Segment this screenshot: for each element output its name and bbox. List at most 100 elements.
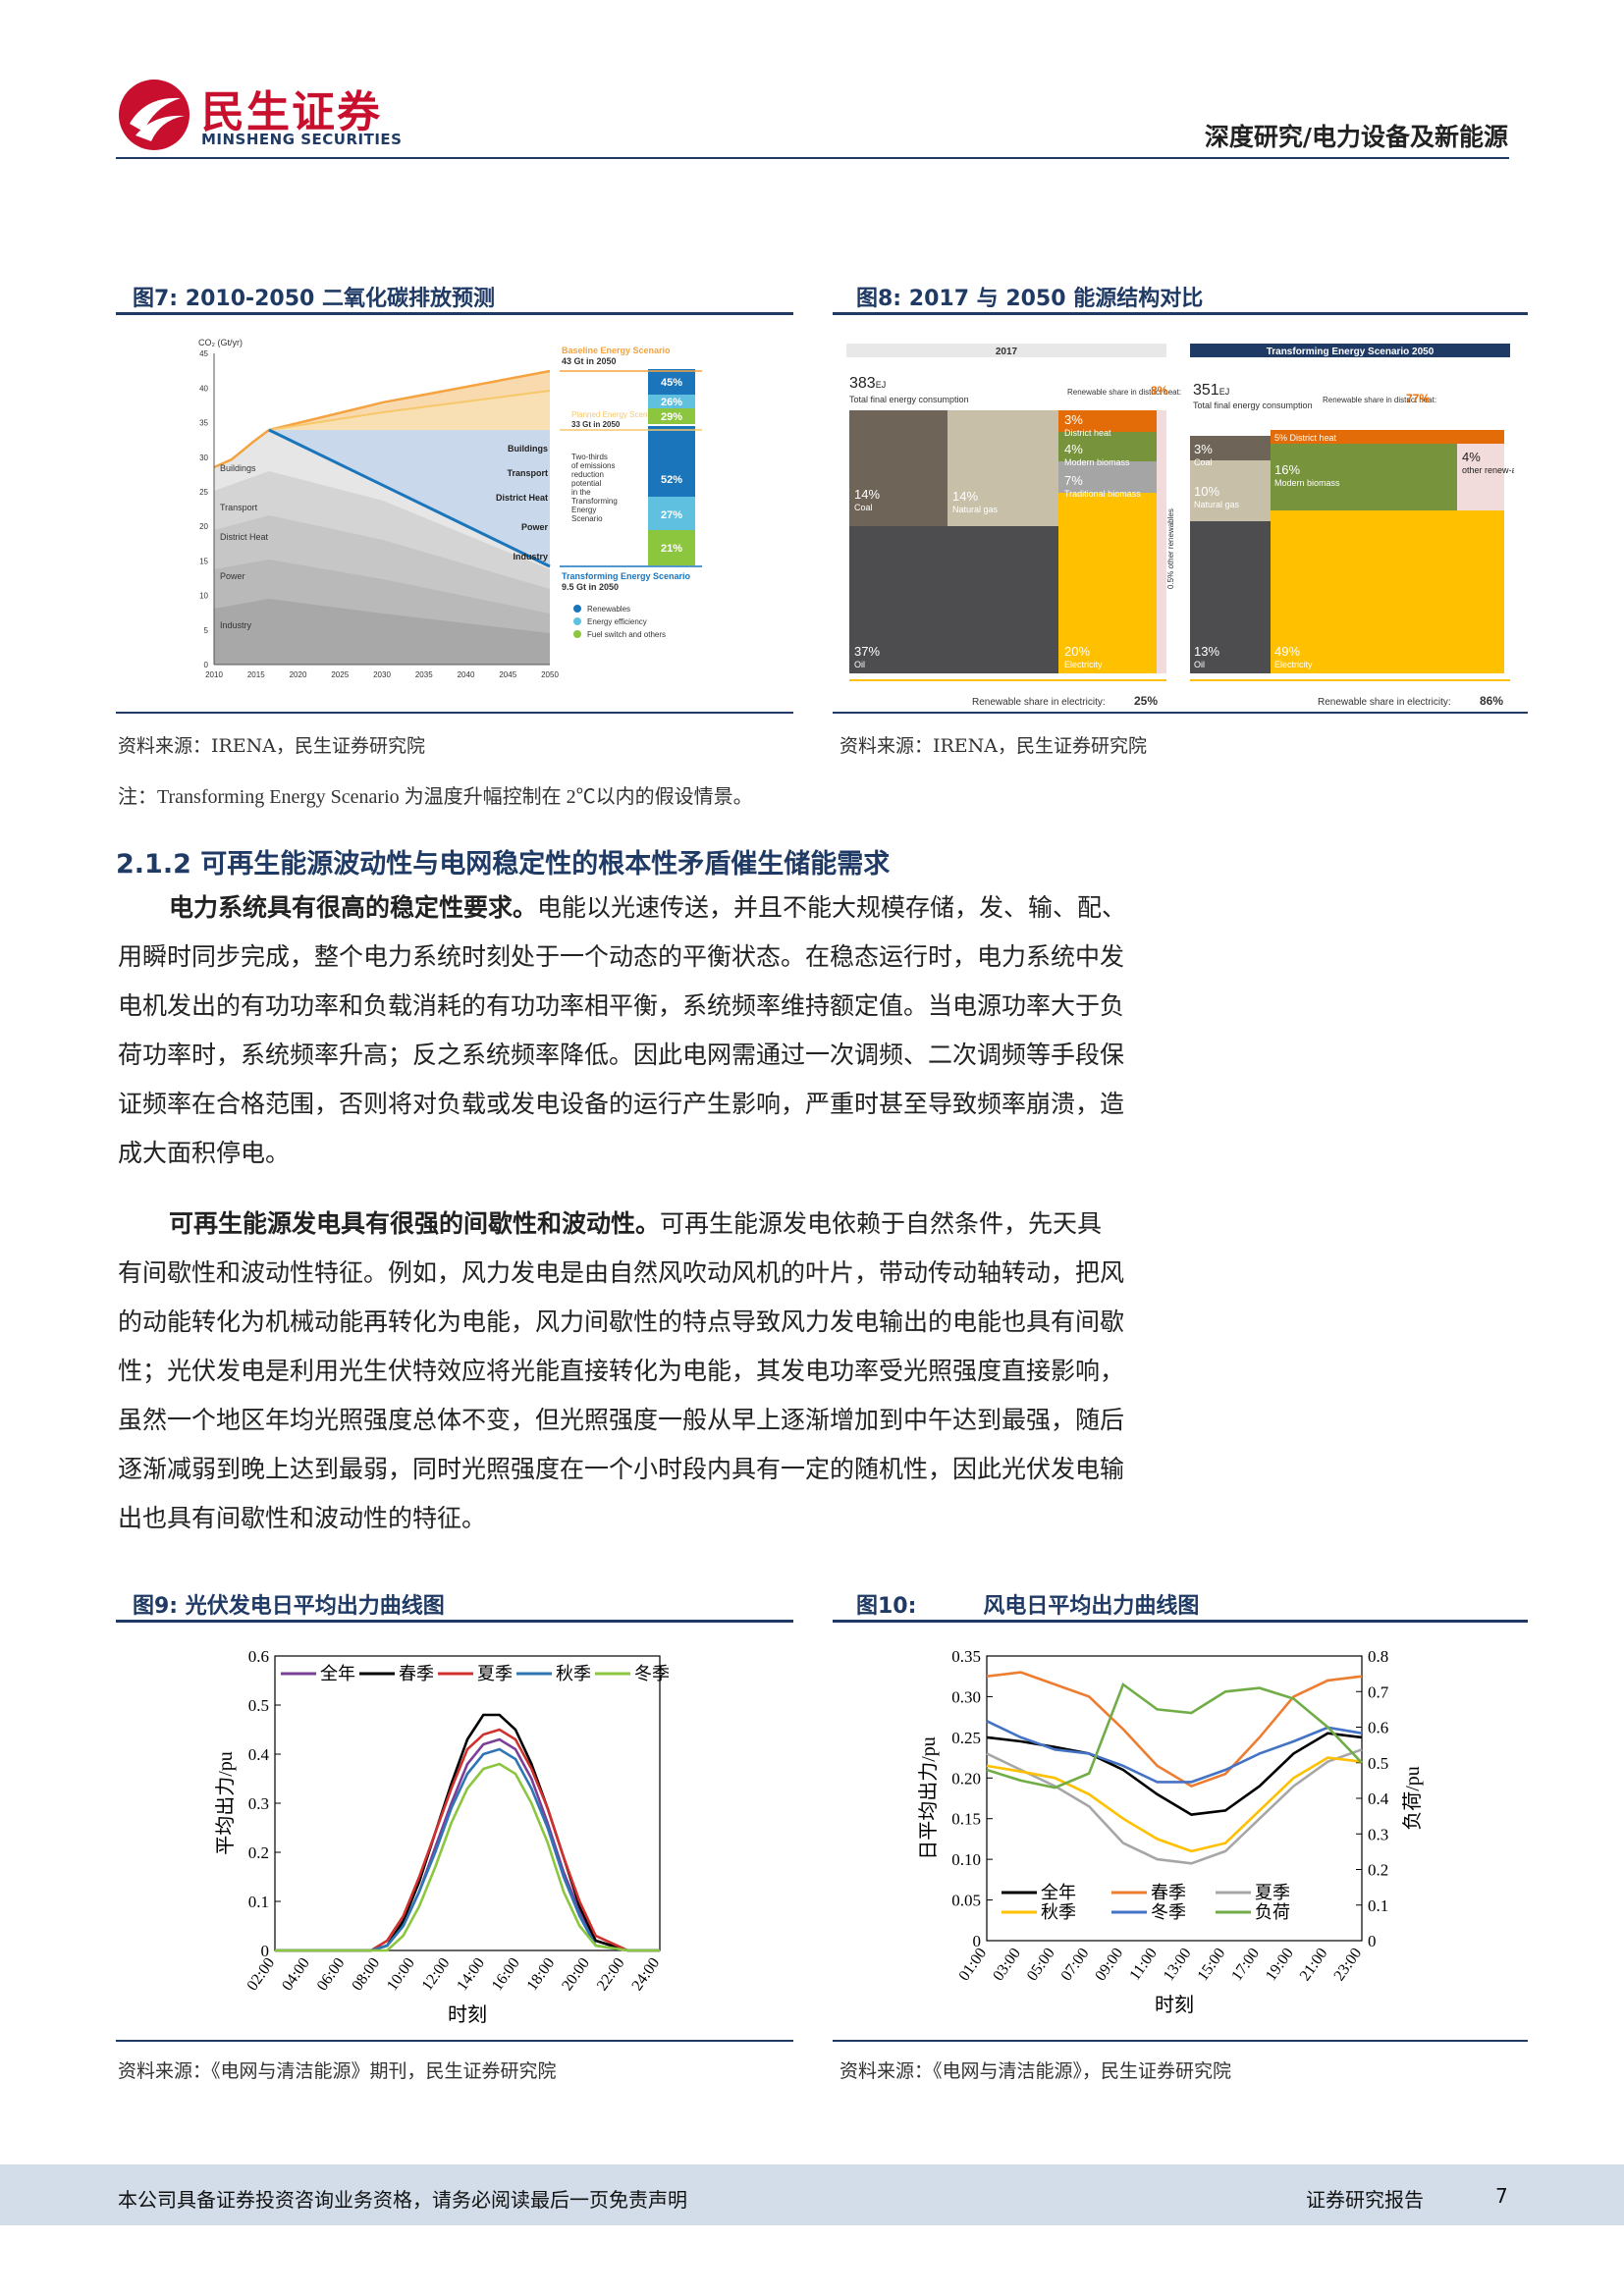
- fig8-left-elec-share-label: Renewable share in electricity:: [972, 697, 1106, 708]
- logo-text-en: MINSHENG SECURITIES: [201, 131, 403, 148]
- fig7-transforming-title: Transforming Energy Scenario: [562, 571, 691, 581]
- fig7-sector-label-right: Transport: [507, 468, 548, 478]
- fig7-note-line: reduction: [571, 470, 604, 479]
- fig8-title-rule: [833, 312, 1528, 315]
- fig7-note-line: Scenario: [571, 514, 603, 523]
- x-tick-label: 24:00: [628, 1955, 663, 1995]
- fig7-note-line: Transforming: [571, 497, 618, 506]
- fig7-baseline-title: Baseline Energy Scenario: [562, 346, 671, 355]
- fig8-left-block-pct: 37%: [854, 644, 880, 659]
- fig8-right-block-name: Modern biomass: [1274, 478, 1340, 488]
- legend-label: 全年: [1041, 1883, 1076, 1902]
- fig7-x-tick: 2020: [290, 670, 307, 679]
- y-tick-label: 0.30: [951, 1687, 981, 1706]
- fig7-bar-pct: 21%: [661, 543, 682, 555]
- series-line-夏季: [986, 1748, 1363, 1865]
- company-logo-icon: [119, 80, 189, 150]
- fig7-y-tick: 10: [199, 592, 208, 601]
- y-tick-label: 0: [261, 1942, 270, 1960]
- fig8-left-district-share-value: 8%: [1151, 384, 1168, 398]
- fig10-title: 图10: 风电日平均出力曲线图: [856, 1594, 1200, 1619]
- fig7-note-line: of emissions: [571, 461, 615, 470]
- y-right-tick-label: 0.6: [1368, 1719, 1388, 1737]
- fig7-x-tick: 2030: [373, 670, 391, 679]
- x-tick-label: 10:00: [384, 1955, 418, 1995]
- fig7-title-rule: [116, 312, 793, 315]
- fig8-right-block-name: Oil: [1194, 660, 1205, 669]
- x-tick-label: 12:00: [419, 1955, 454, 1995]
- fig8-right-district-share-label: Renewable share in district heat:: [1323, 396, 1436, 404]
- fig8-left-block-pct: 4%: [1064, 442, 1083, 456]
- footer-doc-type: 证券研究报告: [1306, 2188, 1424, 2212]
- fig8-right-elec-share-value: 86%: [1480, 694, 1503, 708]
- fig7-y-tick: 35: [199, 419, 208, 428]
- fig7-sector-label-right: District Heat: [496, 493, 548, 503]
- x-axis-label: 时刻: [1155, 1994, 1194, 2016]
- fig8-left-block-name: Natural gas: [952, 505, 999, 514]
- fig8-left-block-pct: 14%: [952, 489, 978, 504]
- legend-label: 冬季: [634, 1664, 670, 1683]
- y-tick-label: 0.5: [248, 1696, 269, 1715]
- logo-text-cn: 民生证券: [201, 87, 382, 137]
- fig7-bar-pct: 29%: [661, 411, 682, 423]
- fig8-right-block-label: 5% District heat: [1274, 433, 1337, 443]
- fig8-left-block-name: Modern biomass: [1064, 457, 1130, 467]
- fig8-right-block-name: Electricity: [1274, 660, 1313, 669]
- fig8-left-block-name: Electricity: [1064, 660, 1103, 669]
- y-tick-label: 0: [973, 1932, 982, 1950]
- fig7-y-tick: 25: [199, 488, 208, 497]
- fig7-planned-title: Planned Energy Scenario: [571, 410, 661, 419]
- fig8-left-block-name: Traditional biomass: [1064, 489, 1141, 499]
- fig7-x-tick: 2015: [247, 670, 265, 679]
- y-tick-label: 0.15: [951, 1810, 981, 1829]
- legend-label: 春季: [1151, 1883, 1186, 1902]
- series-line-冬季: [275, 1762, 660, 1952]
- fig8-right-header: Transforming Energy Scenario 2050: [1267, 347, 1435, 357]
- fig7-baseline-value: 43 Gt in 2050: [562, 356, 617, 366]
- paragraph-2: 可再生能源发电具有很强的间歇性和波动性。可再生能源发电依赖于自然条件，先天具 有…: [118, 1209, 1125, 1532]
- fig8-left-block-name: District heat: [1064, 428, 1111, 438]
- legend-label: 全年: [320, 1664, 355, 1683]
- fig8-right-block-pct: 4%: [1462, 450, 1481, 464]
- fig7-note-line: potential: [571, 479, 601, 488]
- fig8-bottom-rule: [833, 712, 1528, 714]
- x-tick-label: 22:00: [594, 1955, 628, 1995]
- fig8-right-block-pct: 3%: [1194, 442, 1213, 456]
- fig7-bar-pct: 52%: [661, 474, 682, 486]
- x-tick-label: 09:00: [1092, 1946, 1126, 1985]
- fig7-y-tick: 15: [199, 557, 208, 565]
- x-tick-label: 16:00: [489, 1955, 523, 1995]
- page-footer: [0, 2164, 1624, 2225]
- series-line-春季: [986, 1671, 1363, 1789]
- fig7-legend-label: Renewables: [587, 605, 630, 614]
- fig8-right-block-pct: 49%: [1274, 644, 1300, 659]
- fig8-right-block-name: Coal: [1194, 457, 1213, 467]
- fig8-right-block-name: other renew-ables: [1462, 465, 1514, 475]
- fig7-x-tick: 2050: [541, 670, 559, 679]
- x-tick-label: 02:00: [244, 1955, 278, 1995]
- fig7-transforming-value: 9.5 Gt in 2050: [562, 582, 619, 592]
- y-right-tick-label: 0: [1368, 1932, 1377, 1950]
- page-number: 7: [1495, 2184, 1508, 2208]
- y-tick-label: 0.4: [248, 1745, 270, 1764]
- fig7-x-tick: 2045: [499, 670, 516, 679]
- fig9-source: 资料来源：《电网与清洁能源》期刊，民生证券研究院: [118, 2060, 557, 2082]
- legend-label: 冬季: [1151, 1902, 1186, 1922]
- x-tick-label: 21:00: [1297, 1946, 1331, 1985]
- fig7-y-tick: 40: [199, 384, 208, 393]
- fig7-note-line: in the: [571, 488, 591, 497]
- fig8-left-block-pct: 20%: [1064, 644, 1090, 659]
- fig7-y-tick: 5: [204, 626, 209, 635]
- fig8-right-total-unit: EJ: [1219, 387, 1230, 397]
- fig9-title: 图9: 光伏发电日平均出力曲线图: [133, 1594, 445, 1619]
- legend-label: 春季: [399, 1664, 434, 1683]
- fig7-sector-label-left: Industry: [220, 620, 252, 630]
- fig8-right-block-pct: 10%: [1194, 484, 1219, 499]
- fig8-left-block-pct: 14%: [854, 487, 880, 502]
- fig7-sector-label-right: Industry: [513, 552, 548, 561]
- y-right-tick-label: 0.3: [1368, 1825, 1388, 1843]
- series-line-负荷: [986, 1682, 1363, 1789]
- section-heading: 2.1.2 可再生能源波动性与电网稳定性的根本性矛盾催生储能需求: [116, 849, 891, 880]
- fig7-sector-label-left: District Heat: [220, 532, 269, 542]
